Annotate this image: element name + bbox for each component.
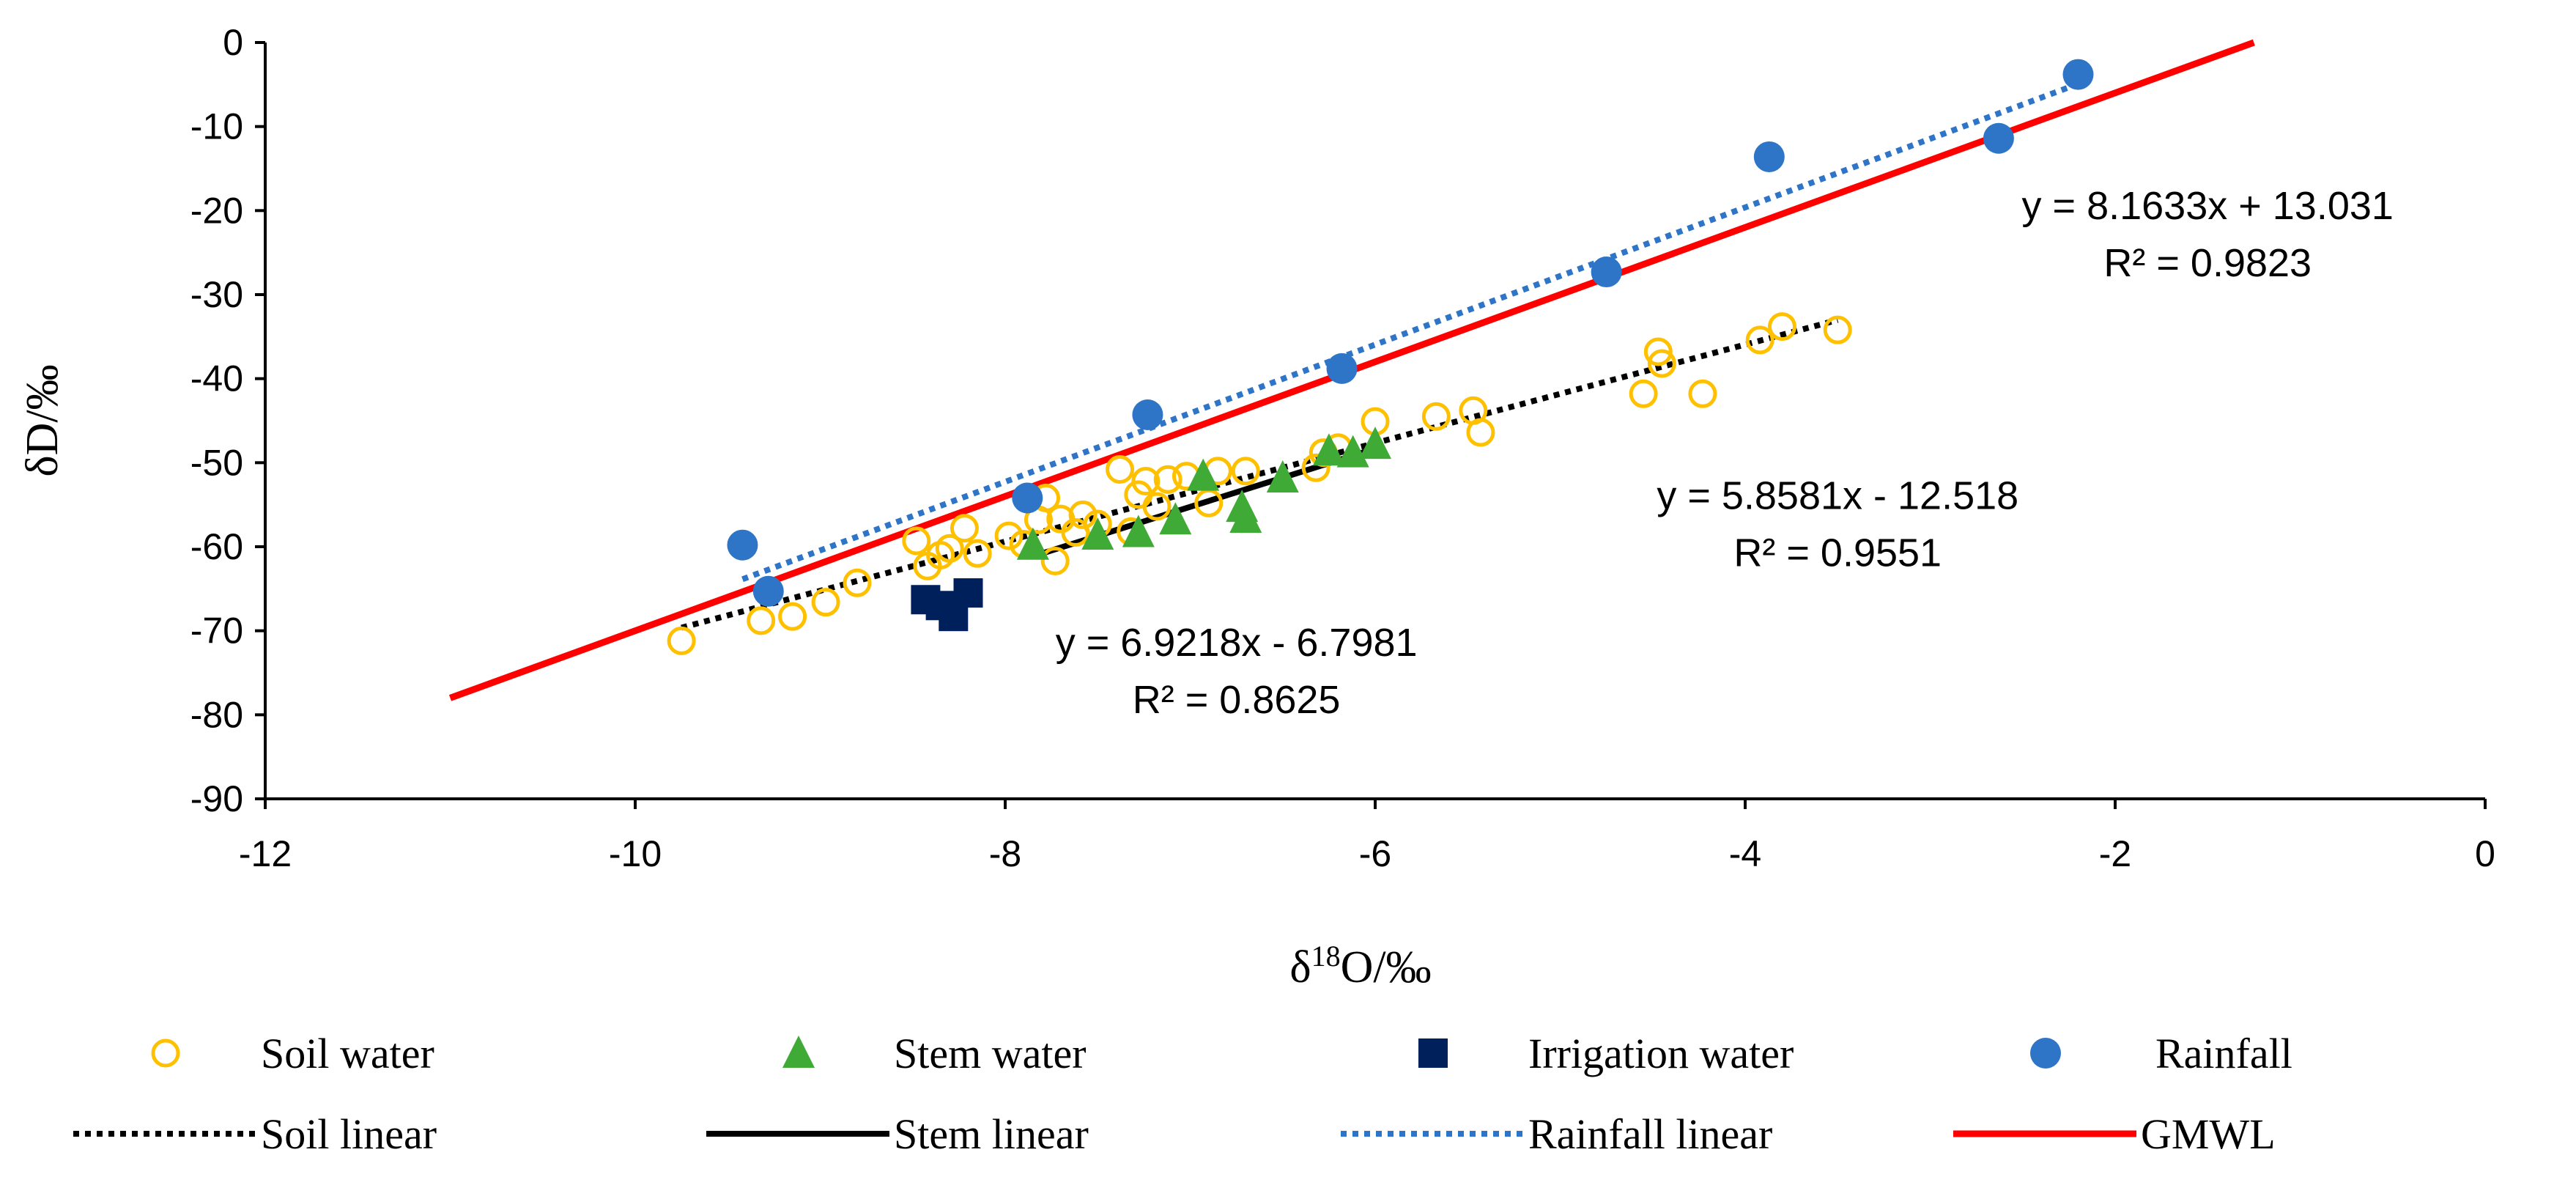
regression-equation: y = 8.1633x + 13.031 bbox=[2022, 184, 2394, 228]
rainfall-point bbox=[1326, 353, 1358, 384]
stem-water-point bbox=[1312, 433, 1345, 466]
soil-water-point bbox=[1823, 315, 1852, 344]
axis-titles: δ18O/‰ δD/‰ bbox=[18, 364, 1432, 992]
soil-water-point bbox=[1629, 379, 1658, 408]
x-tick-label: -2 bbox=[2099, 833, 2131, 874]
y-tick-label: -10 bbox=[190, 106, 243, 147]
soil-water-point bbox=[1231, 457, 1260, 486]
x-tick-label: 0 bbox=[2475, 833, 2495, 874]
x-tick-label: -12 bbox=[239, 833, 292, 874]
soil-water-point bbox=[1106, 455, 1135, 484]
legend-label: Rainfall linear bbox=[1528, 1110, 1772, 1158]
legend-label: Stem linear bbox=[894, 1110, 1089, 1158]
stem-water-point bbox=[1266, 460, 1299, 492]
rainfall-point bbox=[1753, 141, 1785, 172]
y-tick-label: -60 bbox=[190, 526, 243, 567]
stem-water-point bbox=[1081, 517, 1114, 550]
x-tick-label: -4 bbox=[1729, 833, 1761, 874]
rainfall-point bbox=[2062, 59, 2094, 90]
soil-water-point bbox=[963, 539, 992, 568]
x-tick-label: -10 bbox=[609, 833, 662, 874]
stem-water-point bbox=[1229, 501, 1262, 534]
y-axis-title: δD/‰ bbox=[18, 364, 67, 476]
stem-water-point bbox=[1159, 502, 1192, 535]
rainfall-point bbox=[1132, 399, 1163, 430]
soil-water-point bbox=[778, 602, 807, 631]
rainfall-point bbox=[1591, 257, 1622, 288]
trendline-rainfall-linear bbox=[741, 81, 2079, 583]
axes: 0-10-20-30-40-50-60-70-80-90-12 -10 -8 -6 -4… bbox=[190, 22, 2495, 874]
y-tick-label: -30 bbox=[190, 274, 243, 315]
stem-water-point bbox=[1122, 514, 1155, 547]
soil-water-point bbox=[1142, 492, 1172, 521]
stem-water-point bbox=[1016, 527, 1049, 560]
data-points bbox=[667, 59, 2094, 655]
stem-water-point bbox=[1336, 435, 1369, 468]
y-tick-label: -20 bbox=[190, 190, 243, 231]
rainfall-point bbox=[1983, 122, 2014, 154]
y-tick-label: -90 bbox=[190, 778, 243, 819]
soil-water-point bbox=[1688, 379, 1717, 408]
legend-marker-rainfall bbox=[2030, 1038, 2061, 1069]
y-tick-label: -80 bbox=[190, 694, 243, 735]
legend-label: Rainfall bbox=[2155, 1030, 2292, 1077]
soil-water-point bbox=[994, 521, 1024, 550]
r-squared-label: R² = 0.9551 bbox=[1733, 531, 1942, 575]
soil-water-point bbox=[1153, 465, 1182, 494]
stem-water-point bbox=[1359, 427, 1391, 460]
y-tick-label: -50 bbox=[190, 442, 243, 483]
soil-water-point bbox=[1131, 467, 1161, 496]
soil-water-point bbox=[1194, 488, 1224, 517]
rainfall-point bbox=[752, 575, 784, 607]
soil-water-point bbox=[1040, 546, 1070, 575]
r-squared-label: R² = 0.8625 bbox=[1133, 678, 1341, 722]
legend-marker-irrigation-water bbox=[1418, 1038, 1448, 1068]
irrigation-water-point bbox=[953, 578, 983, 608]
soil-water-point bbox=[667, 626, 696, 655]
soil-water-point bbox=[935, 534, 964, 563]
legend-label: Irrigation water bbox=[1528, 1030, 1794, 1077]
soil-water-point bbox=[1745, 325, 1774, 355]
legend-label: Soil linear bbox=[261, 1110, 437, 1158]
equation-annotations: y = 8.1633x + 13.031 R² = 0.9823 y = 5.858… bbox=[1056, 184, 2394, 722]
x-tick-label: -6 bbox=[1359, 833, 1391, 874]
soil-water-point bbox=[811, 588, 840, 617]
soil-water-point bbox=[1768, 312, 1796, 342]
soil-water-point bbox=[843, 568, 872, 597]
y-tick-label: -40 bbox=[190, 358, 243, 399]
soil-water-point bbox=[1466, 418, 1495, 447]
soil-water-point bbox=[1647, 349, 1676, 378]
regression-equation: y = 5.8581x - 12.518 bbox=[1657, 473, 2018, 517]
legend-marker-soil-water bbox=[151, 1038, 180, 1068]
rainfall-point bbox=[1012, 482, 1043, 514]
y-tick-label: 0 bbox=[223, 22, 243, 63]
soil-water-point bbox=[1301, 453, 1330, 482]
rainfall-point bbox=[727, 529, 758, 561]
soil-water-point bbox=[1068, 500, 1098, 529]
soil-water-point bbox=[950, 514, 979, 543]
soil-water-point bbox=[902, 526, 931, 556]
y-tick-label: -70 bbox=[190, 610, 243, 652]
legend: Soil water Stem water Irrigation water Rain… bbox=[73, 1030, 2292, 1158]
legend-label: Soil water bbox=[261, 1030, 434, 1077]
regression-equation: y = 6.9218x - 6.7981 bbox=[1056, 621, 1418, 665]
soil-water-point bbox=[747, 606, 776, 635]
soil-water-point bbox=[1643, 337, 1673, 366]
legend-label: Stem water bbox=[894, 1030, 1087, 1077]
legend-label: GMWL bbox=[2141, 1110, 2276, 1158]
x-tick-label: -8 bbox=[989, 833, 1021, 874]
soil-water-point bbox=[1421, 402, 1451, 431]
legend-marker-stem-water bbox=[782, 1036, 815, 1068]
x-axis-title: δ18O/‰ bbox=[1289, 940, 1431, 992]
stem-water-point bbox=[1187, 458, 1220, 491]
r-squared-label: R² = 0.9823 bbox=[2103, 241, 2312, 285]
